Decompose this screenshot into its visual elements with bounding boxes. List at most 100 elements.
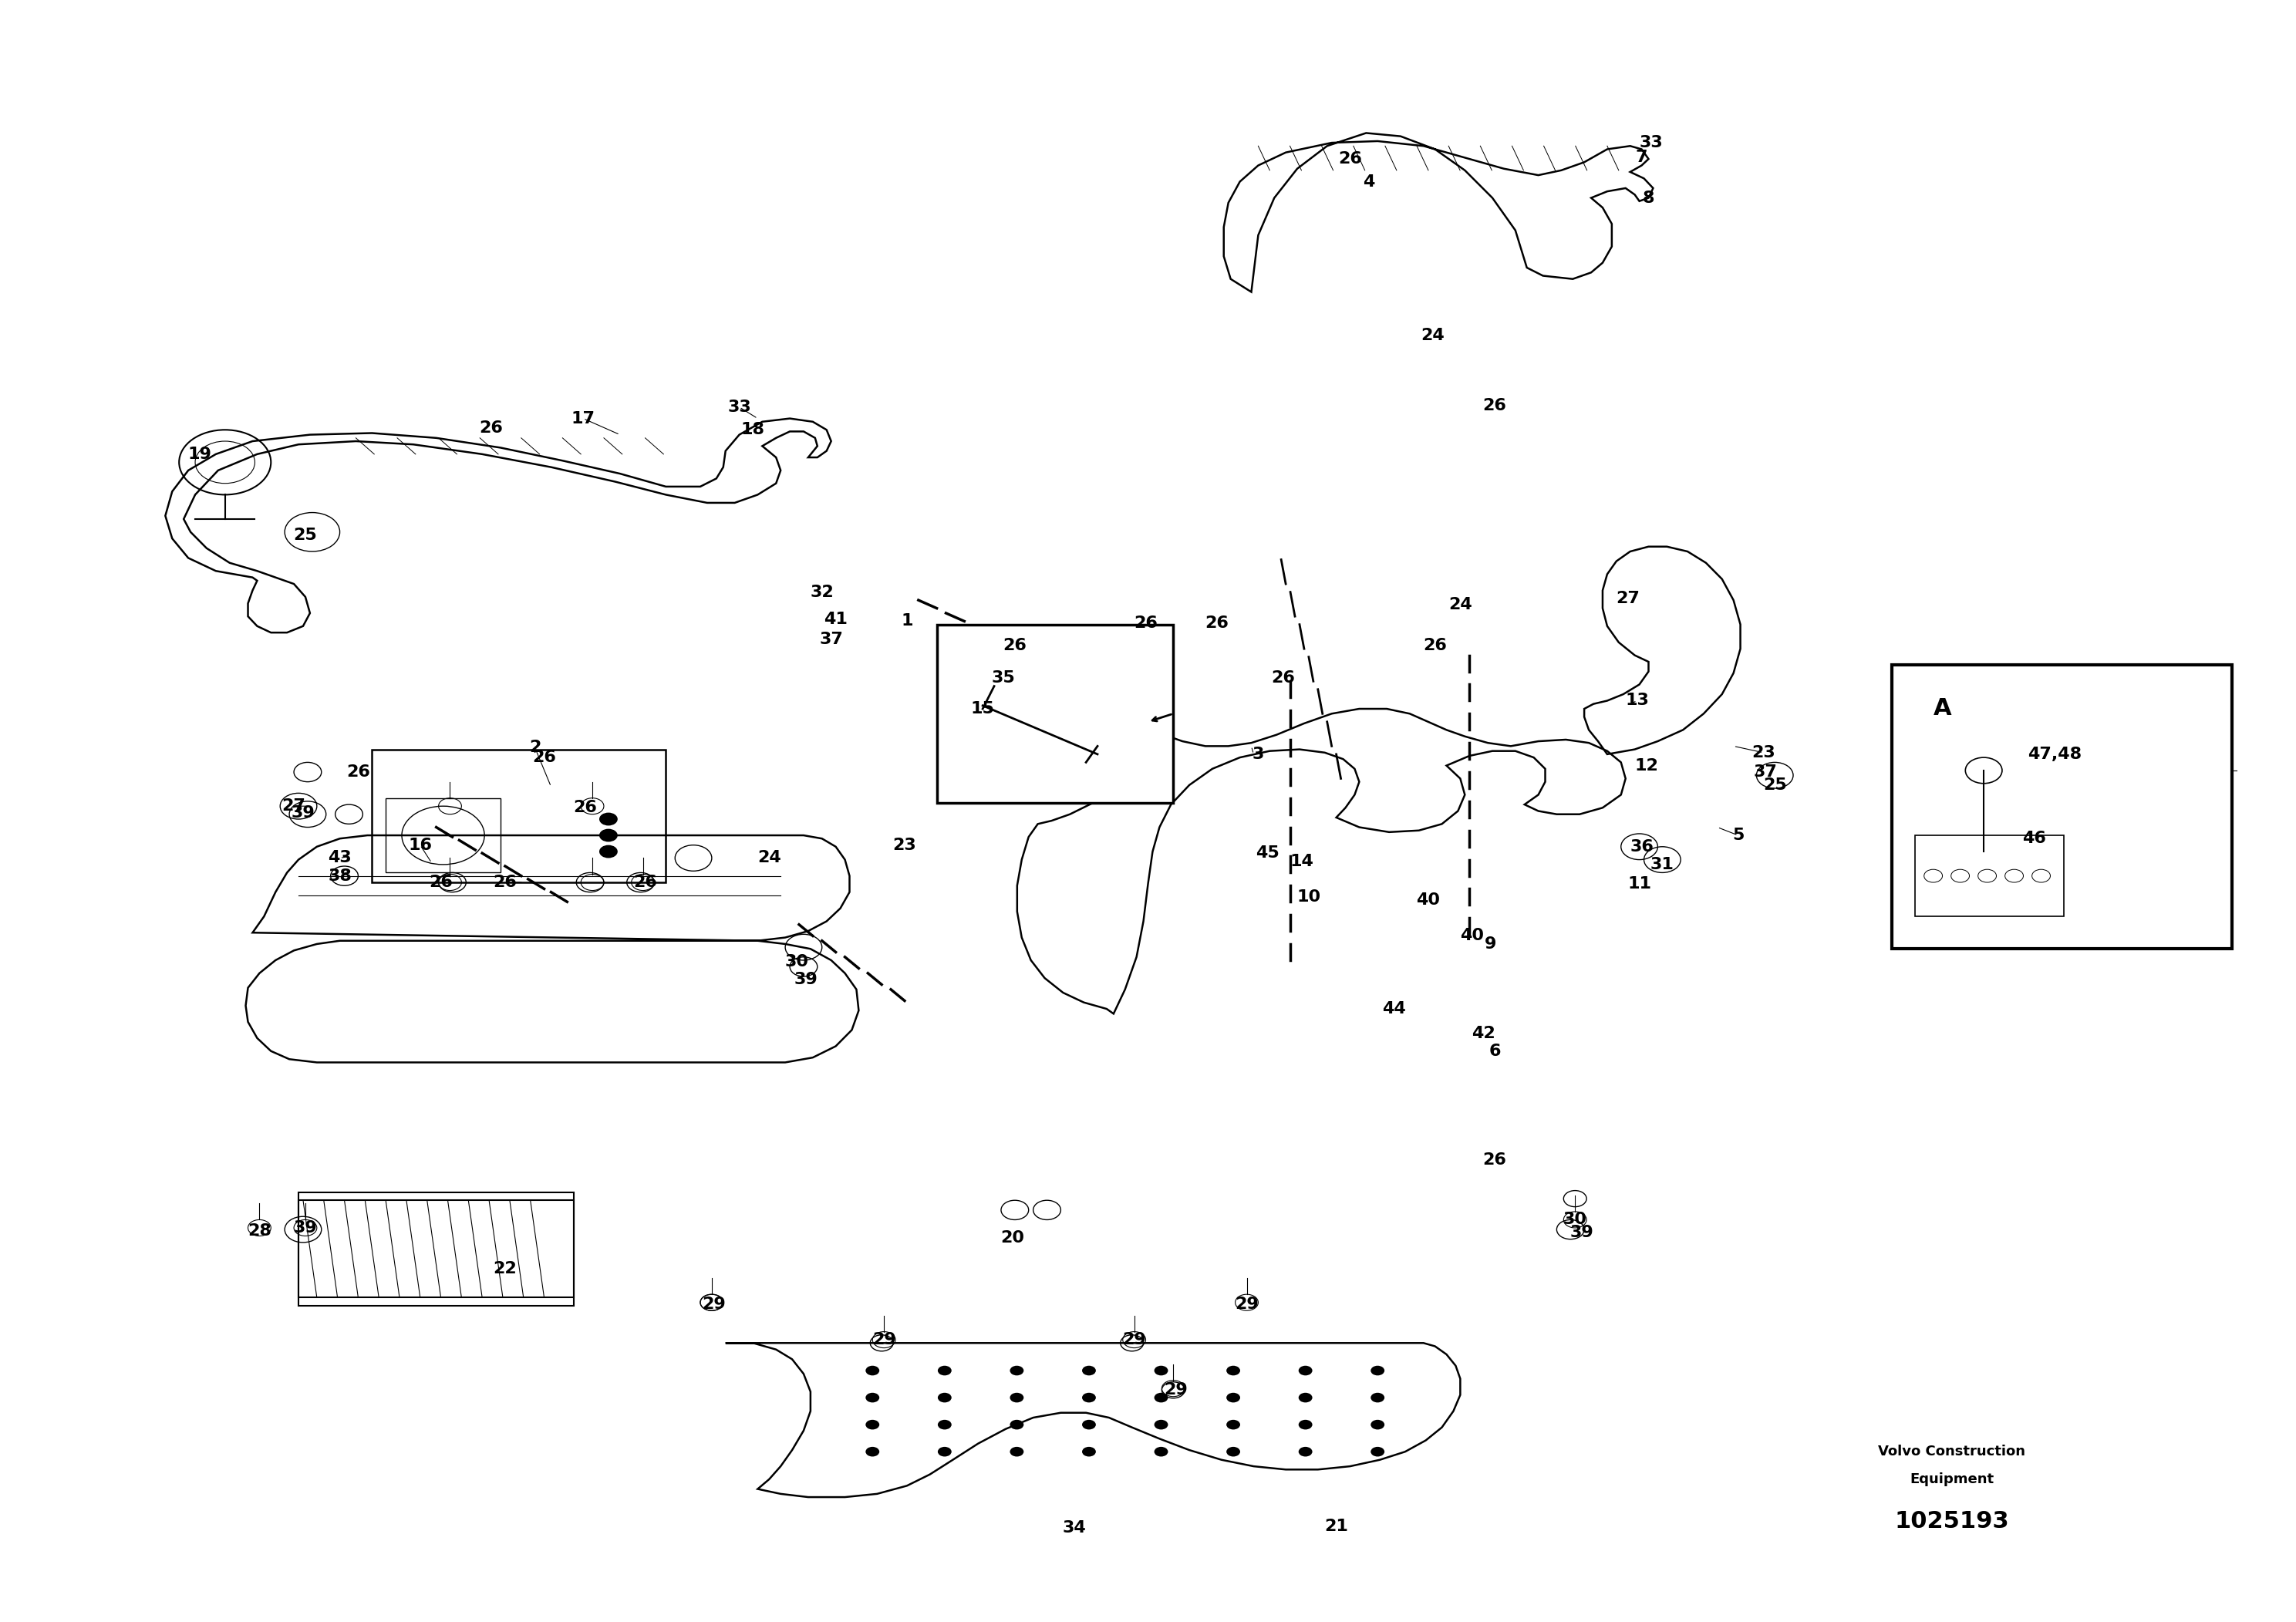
Circle shape — [1300, 1419, 1313, 1429]
Text: 34: 34 — [1063, 1520, 1086, 1536]
Text: 44: 44 — [1382, 1001, 1405, 1017]
Text: 45: 45 — [1256, 845, 1279, 861]
Text: 33: 33 — [728, 399, 751, 415]
Text: 26: 26 — [480, 420, 503, 436]
Circle shape — [1155, 1447, 1169, 1457]
Text: 23: 23 — [893, 837, 916, 853]
Text: 17: 17 — [572, 410, 595, 427]
Circle shape — [866, 1366, 879, 1375]
Text: 43: 43 — [328, 850, 351, 866]
Bar — [386, 798, 501, 873]
Circle shape — [599, 829, 618, 842]
Bar — [372, 749, 666, 882]
Text: 26: 26 — [574, 800, 597, 816]
Bar — [298, 1200, 574, 1298]
Circle shape — [1371, 1447, 1384, 1457]
Text: 37: 37 — [1754, 764, 1777, 780]
Text: 26: 26 — [1003, 637, 1026, 654]
Text: 39: 39 — [794, 972, 817, 988]
Circle shape — [599, 845, 618, 858]
Text: 21: 21 — [1325, 1518, 1348, 1534]
Text: 40: 40 — [1460, 928, 1483, 944]
Text: 26: 26 — [1272, 670, 1295, 686]
Text: 12: 12 — [1635, 757, 1658, 774]
Text: 26: 26 — [429, 874, 452, 890]
Bar — [937, 624, 1173, 803]
Text: 24: 24 — [1449, 597, 1472, 613]
Text: 29: 29 — [1123, 1332, 1146, 1348]
Circle shape — [1010, 1393, 1024, 1403]
Text: 5: 5 — [1731, 827, 1745, 843]
Text: 2: 2 — [528, 740, 542, 756]
Circle shape — [866, 1393, 879, 1403]
Text: 13: 13 — [1626, 693, 1649, 709]
Circle shape — [1300, 1366, 1313, 1375]
Text: 18: 18 — [742, 422, 765, 438]
Circle shape — [1081, 1419, 1095, 1429]
Text: 28: 28 — [248, 1223, 271, 1239]
Text: 26: 26 — [1339, 151, 1362, 167]
Text: 25: 25 — [294, 527, 317, 543]
Circle shape — [1226, 1393, 1240, 1403]
Text: 9: 9 — [1483, 936, 1497, 952]
Text: 29: 29 — [1164, 1382, 1187, 1398]
Text: 6: 6 — [1488, 1043, 1502, 1059]
Text: 26: 26 — [494, 874, 517, 890]
Text: 20: 20 — [1001, 1229, 1024, 1246]
Text: 22: 22 — [494, 1260, 517, 1277]
Circle shape — [1155, 1393, 1169, 1403]
Text: 16: 16 — [409, 837, 432, 853]
Circle shape — [1300, 1447, 1313, 1457]
Text: 46: 46 — [2023, 830, 2046, 847]
Text: 33: 33 — [1639, 135, 1662, 151]
Text: 26: 26 — [1483, 1152, 1506, 1168]
Circle shape — [1371, 1393, 1384, 1403]
Text: 14: 14 — [1290, 853, 1313, 869]
Text: 38: 38 — [328, 868, 351, 884]
Text: 31: 31 — [1651, 856, 1674, 873]
Circle shape — [1226, 1366, 1240, 1375]
Text: 35: 35 — [992, 670, 1015, 686]
Circle shape — [1010, 1366, 1024, 1375]
Text: 26: 26 — [533, 749, 556, 766]
Text: 3: 3 — [1251, 746, 1265, 762]
Circle shape — [937, 1366, 951, 1375]
Circle shape — [1371, 1419, 1384, 1429]
Text: 26: 26 — [1134, 615, 1157, 631]
Circle shape — [1155, 1366, 1169, 1375]
Circle shape — [866, 1447, 879, 1457]
Text: Volvo Construction: Volvo Construction — [1878, 1445, 2025, 1458]
Text: 1025193: 1025193 — [1894, 1510, 2009, 1533]
Circle shape — [1226, 1447, 1240, 1457]
Text: 26: 26 — [634, 874, 657, 890]
Text: 10: 10 — [1297, 889, 1320, 905]
Text: 42: 42 — [1472, 1025, 1495, 1041]
Circle shape — [1226, 1419, 1240, 1429]
Text: 24: 24 — [1421, 328, 1444, 344]
Text: 27: 27 — [282, 798, 305, 814]
Circle shape — [1010, 1447, 1024, 1457]
Circle shape — [1081, 1393, 1095, 1403]
Text: 39: 39 — [1570, 1225, 1593, 1241]
Circle shape — [866, 1419, 879, 1429]
Bar — [1892, 665, 2232, 949]
Bar — [1915, 835, 2064, 916]
Text: 19: 19 — [188, 446, 211, 462]
Text: 7: 7 — [1635, 149, 1649, 165]
Text: 32: 32 — [810, 584, 833, 600]
Text: 37: 37 — [820, 631, 843, 647]
Text: 40: 40 — [1417, 892, 1440, 908]
Text: 36: 36 — [1630, 839, 1653, 855]
Text: 26: 26 — [1205, 615, 1228, 631]
Text: 4: 4 — [1362, 174, 1375, 190]
Circle shape — [1300, 1393, 1313, 1403]
Text: 11: 11 — [1628, 876, 1651, 892]
Text: 27: 27 — [1616, 590, 1639, 607]
Text: 25: 25 — [1763, 777, 1786, 793]
Text: 47,48: 47,48 — [2027, 746, 2082, 762]
Text: 39: 39 — [292, 805, 315, 821]
Text: 29: 29 — [703, 1296, 726, 1312]
Circle shape — [599, 813, 618, 826]
Text: 26: 26 — [1424, 637, 1446, 654]
Text: 24: 24 — [758, 850, 781, 866]
